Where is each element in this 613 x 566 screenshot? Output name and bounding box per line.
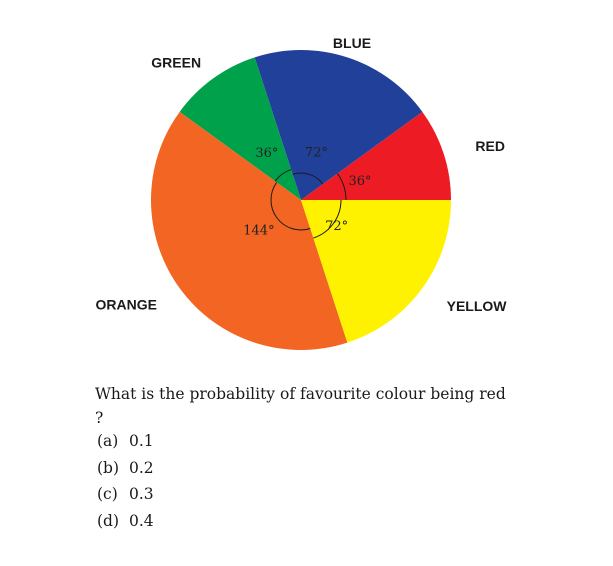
angle-labels: 36° 72° 36° 144° 72° [243,145,371,238]
pie-slice-red [301,111,451,200]
angle-label-green: 36° [255,146,278,161]
angle-arc-red [337,173,347,201]
pie-slice-blue [254,50,423,200]
slice-label-blue: BLUE [333,35,371,51]
option-letter: (c) [97,485,118,503]
slice-label-orange: ORANGE [96,297,157,313]
question-mark: ? [95,409,104,427]
option-letter: (a) [97,432,119,450]
angle-arc-orange [270,182,311,231]
slice-label-green: GREEN [151,54,201,70]
option-value: 0.3 [129,485,154,503]
angle-label-yellow: 72° [325,219,348,234]
option-value: 0.1 [129,432,154,450]
angle-arc-blue [292,172,324,185]
pie-slice-yellow [301,200,451,343]
option-value: 0.4 [129,511,154,530]
slice-labels: RED BLUE GREEN ORANGE YELLOW [96,35,508,314]
angle-label-blue: 72° [305,145,328,160]
option-letter: (d) [97,511,120,530]
option-d[interactable]: (d) 0.4 [97,508,154,535]
option-a[interactable]: (a) 0.1 [97,428,154,455]
question-text: What is the probability of favourite col… [95,385,506,403]
option-c[interactable]: (c) 0.3 [97,481,154,508]
question: What is the probability of favourite col… [95,382,515,430]
angle-arc-yellow [313,199,342,239]
pie-chart: RED BLUE GREEN ORANGE YELLOW 36° 72° 36° 144° 72… [96,35,508,350]
slice-label-red: RED [475,138,505,154]
slice-label-yellow: YELLOW [447,298,508,314]
pie-slice-green [179,57,301,200]
pie-slices [151,50,451,350]
angle-label-orange: 144° [243,224,274,239]
pie-slice-orange [151,111,348,350]
angle-label-red: 36° [348,174,371,189]
answer-options: (a) 0.1 (b) 0.2 (c) 0.3 (d) 0.4 [97,428,154,534]
angle-arcs [270,169,347,239]
option-b[interactable]: (b) 0.2 [97,455,154,482]
angle-arc-green [274,169,292,182]
option-letter: (b) [97,458,120,477]
option-value: 0.2 [129,458,154,477]
